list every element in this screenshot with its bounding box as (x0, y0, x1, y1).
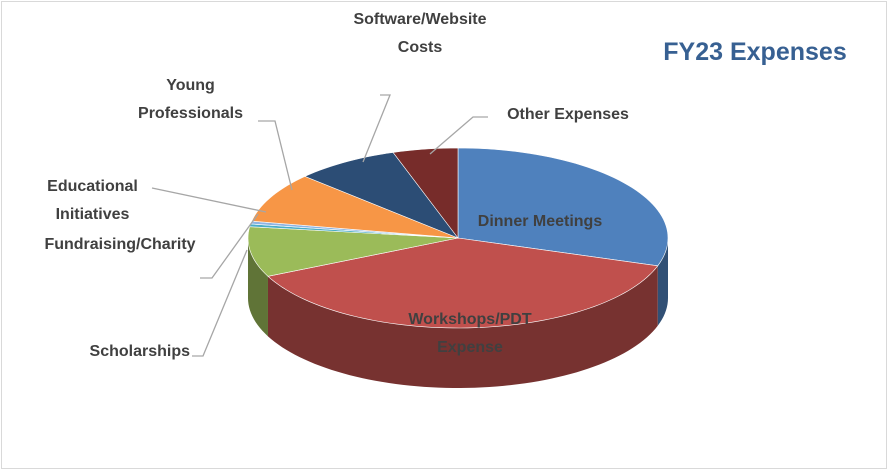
slice-label: Educational Initiatives (47, 178, 138, 223)
leader-line (258, 120, 293, 191)
slice-label: Software/Website Costs (353, 11, 487, 56)
slice (457, 147, 669, 267)
slice-label: Fundraising/Charity (44, 236, 196, 253)
leader-line (192, 249, 248, 357)
slice-label: Scholarships (89, 343, 190, 360)
leader-line (151, 187, 267, 213)
slice-label: Workshops/PDT Expense (408, 311, 532, 356)
slice (304, 152, 459, 239)
slice (247, 226, 459, 277)
slice-label: Dinner Meetings (477, 213, 603, 230)
leader-line (200, 213, 259, 279)
slice-label: Other Expenses (507, 106, 629, 123)
slice (251, 176, 459, 239)
slice (267, 237, 659, 329)
slice-side (248, 238, 268, 337)
slice-label: Young Professionals (138, 77, 243, 122)
slice (392, 147, 459, 239)
slice-side (657, 238, 668, 326)
leader-line (362, 94, 391, 163)
leader-line (429, 116, 488, 155)
chart-title: FY23 Expenses (663, 38, 847, 66)
slice-side (267, 265, 658, 388)
